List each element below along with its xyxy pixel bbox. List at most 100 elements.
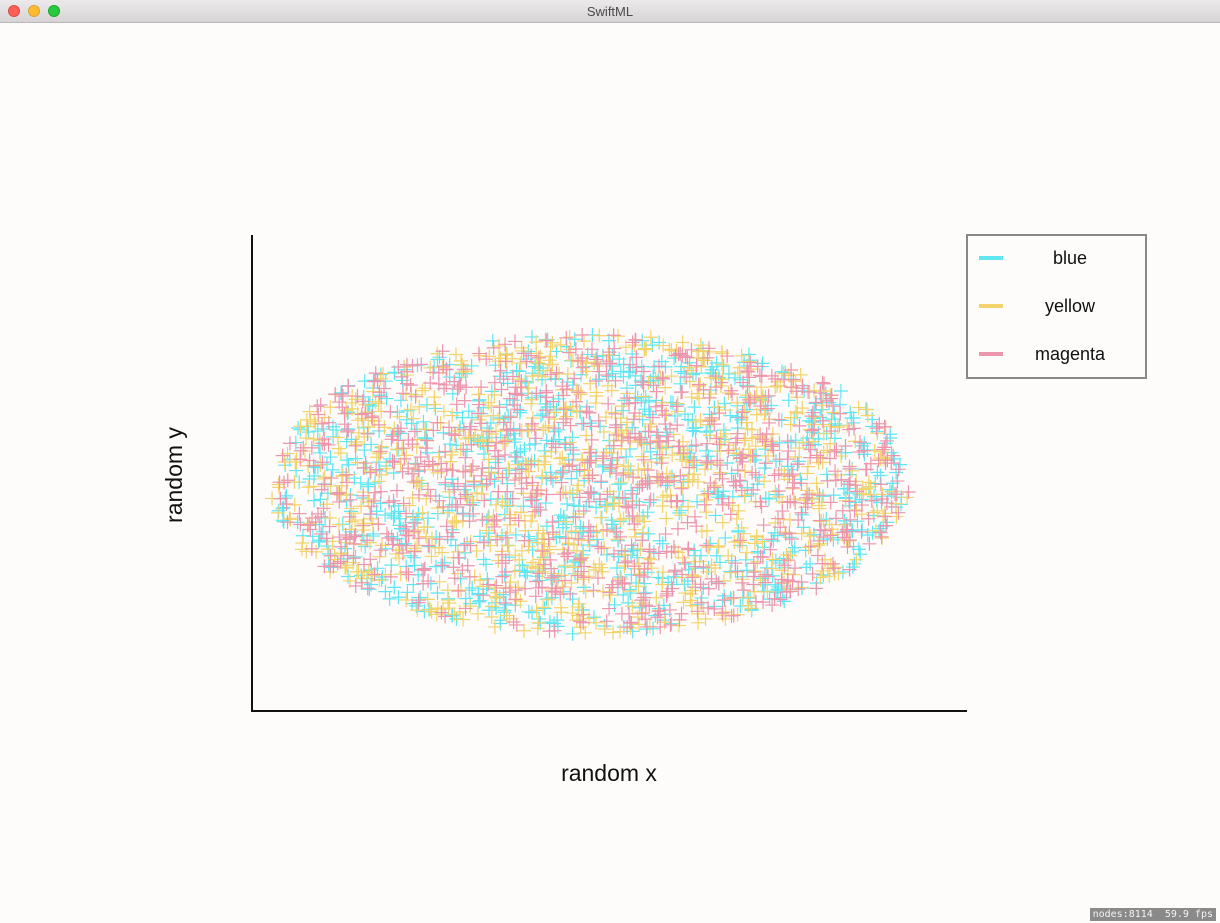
scatter-point-magenta bbox=[533, 502, 548, 517]
scatter-point-magenta bbox=[364, 499, 379, 514]
scatter-point-blue bbox=[408, 456, 423, 471]
scatter-point-yellow bbox=[555, 450, 570, 465]
scatter-point-magenta bbox=[800, 496, 815, 511]
scatter-point-magenta bbox=[768, 371, 783, 386]
scatter-point-yellow bbox=[538, 449, 553, 464]
scatter-point-magenta bbox=[669, 399, 684, 414]
title-bar[interactable]: SwiftML bbox=[0, 0, 1220, 23]
scatter-point-yellow bbox=[454, 583, 469, 598]
scatter-point-yellow bbox=[799, 483, 814, 498]
scatter-point-yellow bbox=[596, 424, 611, 439]
scatter-point-magenta bbox=[330, 556, 345, 571]
scatter-point-magenta bbox=[439, 462, 454, 477]
scatter-point-magenta bbox=[529, 486, 544, 501]
scatter-point-magenta bbox=[801, 438, 816, 453]
scatter-point-yellow bbox=[886, 484, 901, 499]
scatter-point-magenta bbox=[735, 575, 750, 590]
scatter-point-yellow bbox=[470, 606, 485, 621]
scatter-point-magenta bbox=[805, 566, 820, 581]
close-button[interactable] bbox=[8, 5, 20, 17]
scatter-point-yellow bbox=[658, 380, 673, 395]
scatter-point-yellow bbox=[725, 498, 740, 513]
scatter-point-magenta bbox=[444, 426, 459, 441]
scatter-point-yellow bbox=[614, 399, 629, 414]
scatter-point-yellow bbox=[740, 590, 755, 605]
scatter-point-yellow bbox=[824, 522, 839, 537]
scatter-point-magenta bbox=[680, 350, 695, 365]
scatter-point-magenta bbox=[878, 456, 893, 471]
scatter-point-magenta bbox=[827, 444, 842, 459]
scatter-point-magenta bbox=[589, 373, 604, 388]
scatter-point-magenta bbox=[714, 375, 729, 390]
scatter-point-magenta bbox=[786, 372, 801, 387]
scatter-point-yellow bbox=[501, 538, 516, 553]
scatter-point-blue bbox=[796, 520, 811, 535]
scatter-point-magenta bbox=[471, 346, 486, 361]
scatter-point-magenta bbox=[729, 478, 744, 493]
scatter-point-magenta bbox=[296, 440, 311, 455]
scatter-point-magenta bbox=[348, 527, 363, 542]
scatter-point-yellow bbox=[459, 489, 474, 504]
scatter-point-magenta bbox=[426, 365, 441, 380]
scatter-point-yellow bbox=[594, 560, 609, 575]
window-title: SwiftML bbox=[586, 4, 634, 19]
scatter-point-magenta bbox=[437, 381, 452, 396]
scatter-point-magenta bbox=[565, 458, 580, 473]
scatter-point-magenta bbox=[494, 382, 509, 397]
scatter-point-magenta bbox=[567, 371, 582, 386]
scatter-point-magenta bbox=[471, 397, 486, 412]
scatter-point-magenta bbox=[541, 532, 556, 547]
scatter-point-magenta bbox=[391, 359, 406, 374]
scatter-point-magenta bbox=[871, 453, 886, 468]
scatter-point-yellow bbox=[445, 408, 460, 423]
scatter-point-magenta bbox=[405, 358, 420, 373]
scatter-point-yellow bbox=[484, 427, 499, 442]
scatter-point-yellow bbox=[531, 368, 546, 383]
scatter-point-magenta bbox=[655, 370, 670, 385]
scatter-point-yellow bbox=[823, 436, 838, 451]
scatter-point-magenta bbox=[553, 587, 568, 602]
scatter-point-magenta bbox=[496, 372, 511, 387]
scatter-point-blue bbox=[757, 540, 772, 555]
scatter-point-magenta bbox=[664, 545, 679, 560]
scatter-point-yellow bbox=[576, 334, 591, 349]
scatter-point-magenta bbox=[734, 450, 749, 465]
scatter-point-yellow bbox=[830, 420, 845, 435]
scatter-point-magenta bbox=[773, 520, 788, 535]
scatter-point-yellow bbox=[721, 548, 736, 563]
scatter-point-yellow bbox=[568, 524, 583, 539]
scatter-point-yellow bbox=[349, 437, 364, 452]
scatter-point-magenta bbox=[599, 354, 614, 369]
scatter-point-yellow bbox=[757, 474, 772, 489]
scatter-point-magenta bbox=[410, 457, 425, 472]
minimize-button[interactable] bbox=[28, 5, 40, 17]
scatter-point-magenta bbox=[420, 482, 435, 497]
scatter-point-magenta bbox=[340, 424, 355, 439]
scatter-point-magenta bbox=[571, 531, 586, 546]
scatter-point-blue bbox=[302, 472, 317, 487]
scatter-point-magenta bbox=[756, 518, 771, 533]
scatter-point-blue bbox=[551, 514, 566, 529]
scatter-point-magenta bbox=[399, 565, 414, 580]
scatter-point-magenta bbox=[804, 423, 819, 438]
scatter-point-yellow bbox=[435, 601, 450, 616]
scatter-point-magenta bbox=[824, 424, 839, 439]
scatter-point-magenta bbox=[707, 480, 722, 495]
zoom-button[interactable] bbox=[48, 5, 60, 17]
scatter-point-yellow bbox=[755, 534, 770, 549]
scatter-point-magenta bbox=[604, 460, 619, 475]
scatter-point-blue bbox=[305, 529, 320, 544]
scatter-point-magenta bbox=[434, 605, 449, 620]
scatter-point-magenta bbox=[453, 378, 468, 393]
scatter-point-magenta bbox=[406, 474, 421, 489]
scatter-point-yellow bbox=[481, 465, 496, 480]
scatter-point-blue bbox=[481, 526, 496, 541]
scatter-point-magenta bbox=[323, 548, 338, 563]
scatter-point-yellow bbox=[718, 403, 733, 418]
scatter-point-magenta bbox=[363, 506, 378, 521]
scatter-point-blue bbox=[329, 423, 344, 438]
scatter-point-yellow bbox=[574, 532, 589, 547]
scatter-point-yellow bbox=[856, 486, 871, 501]
scatter-point-magenta bbox=[872, 416, 887, 431]
